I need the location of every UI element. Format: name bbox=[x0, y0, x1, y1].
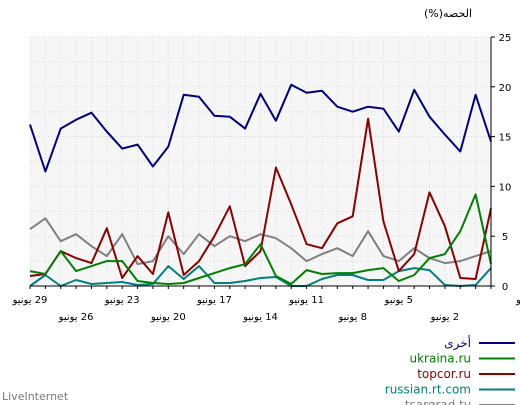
y-tick-label: 15 bbox=[499, 133, 512, 144]
legend-label: topcor.ru bbox=[417, 367, 471, 381]
series-line-tsargrad-tv bbox=[29, 217, 492, 266]
x-tick-label: 17 يونيو bbox=[196, 295, 232, 306]
series-line-- bbox=[29, 83, 492, 173]
x-tick-label: 14 يونيو bbox=[242, 312, 278, 323]
legend-label: russian.rt.com bbox=[385, 383, 471, 397]
y-tick-label: 5 bbox=[502, 232, 508, 243]
legend-label: أخرى bbox=[444, 335, 471, 351]
y-tick-label: 0 bbox=[502, 282, 508, 293]
series-lines bbox=[29, 83, 492, 287]
x-tick-label: 11 يونيو bbox=[288, 295, 324, 306]
series-line-topcor-ru bbox=[29, 117, 492, 280]
x-tick-label: 29 يونيو bbox=[12, 295, 48, 306]
series-line-ukraina-ru bbox=[29, 193, 492, 285]
x-tick-label: 20 يونيو bbox=[150, 312, 186, 323]
legend-label: ukraina.ru bbox=[410, 352, 472, 366]
legend-label: tsargrad.tv bbox=[405, 398, 471, 405]
x-tick-label: 2 يونيو bbox=[430, 312, 459, 323]
y-tick-label: 20 bbox=[499, 83, 512, 94]
footer-brand: LiveInternet bbox=[2, 390, 69, 403]
x-tick-label: 26 يونيو bbox=[58, 312, 94, 323]
x-tick-label: 8 يونيو bbox=[337, 312, 366, 323]
x-tick-label: 23 يونيو bbox=[104, 295, 140, 306]
y-tick-label: 10 bbox=[499, 182, 512, 193]
y-tick-label: 25 bbox=[499, 33, 512, 44]
y-axis-unit-label: الحصه(%) bbox=[424, 7, 472, 20]
x-tick-label: 5 يونيو bbox=[384, 295, 413, 306]
series-line-russian-rt-com bbox=[29, 265, 492, 287]
y-axis-ticks: 0 5 10 15 20 25 bbox=[491, 33, 511, 293]
x-tick-label: 30 مايو bbox=[515, 295, 520, 306]
x-axis-ticks: 30 مايو 2 يونيو 5 يونيو 8 يونيو 11 يونيو 14 ي… bbox=[12, 286, 520, 323]
